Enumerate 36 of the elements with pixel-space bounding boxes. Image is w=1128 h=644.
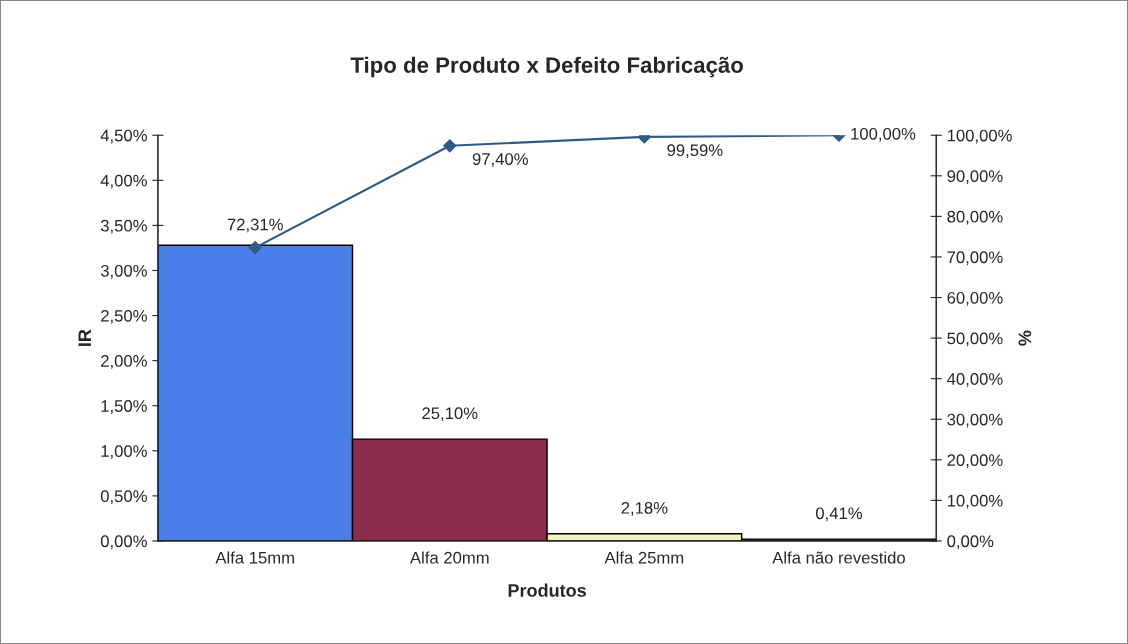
y-tick-label: 2,00% — [101, 355, 147, 369]
y2-tick-label: 50,00% — [947, 332, 1003, 347]
y2-tick-label: 40,00% — [947, 373, 1003, 387]
y-tick-label: 1,50% — [101, 400, 147, 414]
y-tick-label: 1,00% — [101, 445, 147, 459]
y-tick-label: 4,50% — [100, 129, 147, 144]
annotation: 0,41% — [815, 507, 862, 522]
data-label: 97,40% — [472, 153, 528, 167]
y2-axis-title: % — [1018, 330, 1032, 346]
x-tick-label: Alfa 15mm — [215, 551, 294, 564]
y2-tick-label: 20,00% — [947, 454, 1003, 468]
y-axis-title: IR — [78, 329, 91, 346]
chart-title: Tipo de Produto x Defeito Fabricação — [350, 56, 743, 78]
data-label: 100,00% — [851, 127, 916, 142]
y-tick-label: 0,50% — [100, 490, 147, 505]
x-tick-label: Alfa não revestido — [772, 551, 905, 564]
x-tick-label: Alfa 20mm — [410, 551, 489, 564]
data-label: 99,59% — [667, 144, 723, 159]
y2-tick-label: 70,00% — [947, 251, 1003, 266]
x-tick-label: Alfa 25mm — [604, 551, 684, 564]
data-label: 72,31% — [227, 218, 283, 233]
y-tick-label: 0,00% — [100, 535, 147, 550]
y2-tick-label: 30,00% — [947, 413, 1003, 428]
y2-tick-label: 80,00% — [947, 210, 1003, 225]
y-tick-label: 3,50% — [100, 219, 147, 234]
annotation: 25,10% — [422, 407, 478, 422]
y2-tick-label: 10,00% — [947, 494, 1003, 509]
y2-tick-label: 100,00% — [947, 129, 1012, 144]
y-tick-label: 2,50% — [101, 309, 147, 324]
y2-tick-label: 60,00% — [947, 291, 1003, 306]
annotation: 2,18% — [621, 501, 668, 516]
y-tick-label: 3,00% — [100, 264, 147, 279]
x-axis-title: Produtos — [508, 583, 586, 597]
y2-tick-label: 0,00% — [947, 535, 994, 550]
y-tick-label: 4,00% — [100, 174, 147, 189]
y2-tick-label: 90,00% — [947, 170, 1003, 184]
